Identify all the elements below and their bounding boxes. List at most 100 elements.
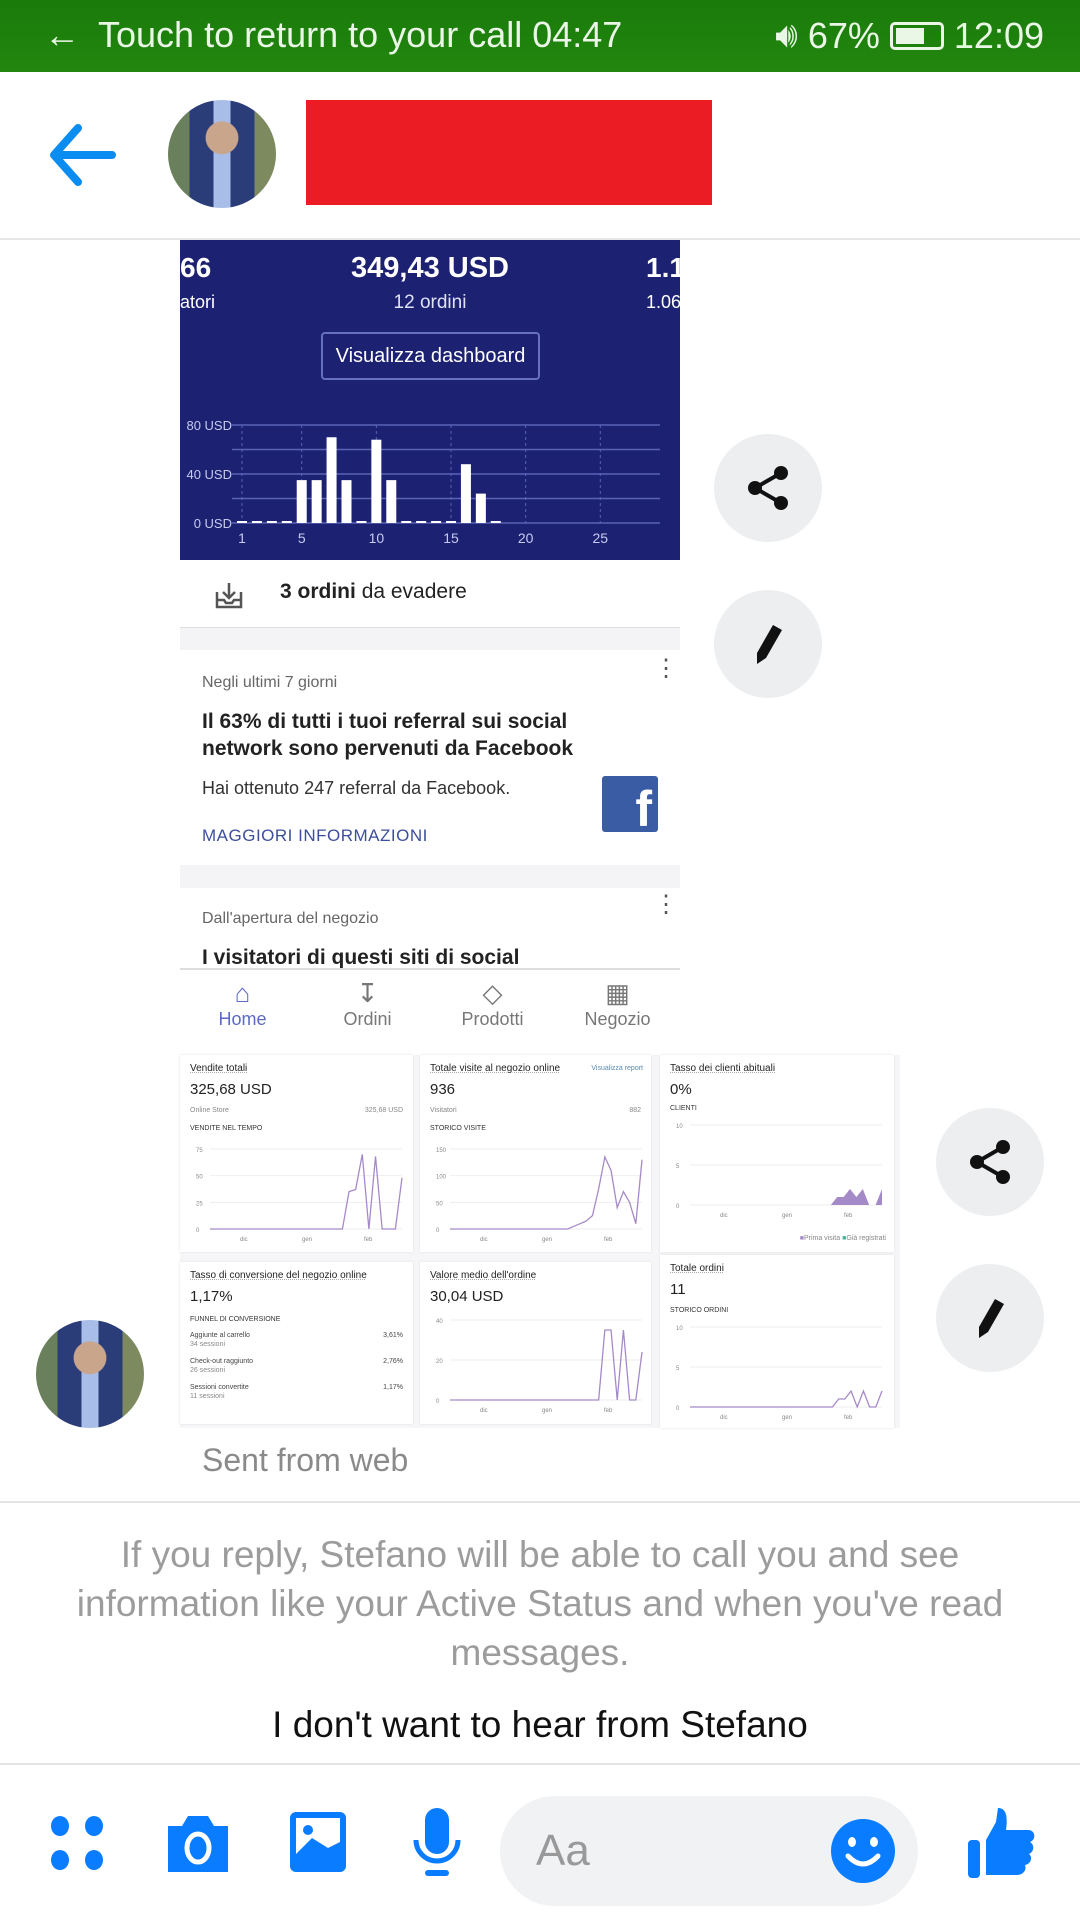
card-kicker: Dall'apertura del negozio [202, 910, 379, 927]
x-tick-label: feb [844, 1213, 853, 1219]
x-tick-label: feb [604, 1408, 613, 1414]
y-tick-label: 50 [436, 1201, 443, 1207]
x-tick-label: 25 [592, 530, 608, 546]
nav-products[interactable]: ◇ Prodotti [430, 970, 555, 1055]
pencil-icon [979, 1299, 1004, 1338]
bar [490, 521, 501, 523]
y-tick-label: 50 [196, 1175, 203, 1181]
back-arrow-icon[interactable] [48, 122, 118, 188]
edit-button[interactable] [936, 1264, 1044, 1372]
view-dashboard-button[interactable]: Visualizza dashboard [321, 332, 540, 380]
bar [251, 521, 262, 523]
total-sales-value: 349,43 USD [351, 252, 509, 284]
avg-order-chart: 0 20 40 dic gen feb [436, 1319, 643, 1414]
bar [401, 521, 412, 523]
funnel-step-label: Check-out raggiunto [190, 1358, 254, 1365]
referral-insight-card: Negli ultimi 7 giorni ⋮ Il 63% di tutti … [180, 650, 680, 865]
right-stat-label: 1.06 [646, 292, 680, 312]
funnel-step-sessions: 11 sessioni [190, 1393, 225, 1400]
share-icon [970, 1140, 1010, 1184]
inbox-download-icon [215, 583, 243, 609]
share-button[interactable] [714, 434, 822, 542]
pending-orders-label: da evadere [361, 580, 467, 603]
pending-orders-count: 3 ordini [280, 580, 356, 603]
bar [416, 521, 427, 523]
nav-orders[interactable]: ↧ Ordini [305, 970, 430, 1055]
y-tick-label: 25 [196, 1201, 203, 1207]
x-tick-label: dic [720, 1213, 728, 1219]
analytics-card-conversion: Tasso di conversione del negozio online 1… [180, 1262, 413, 1424]
return-to-call[interactable]: ← Touch to return to your call 04:47 [44, 14, 622, 56]
bar [281, 521, 292, 523]
funnel-step-percent: 1,17% [383, 1384, 403, 1391]
bar [356, 521, 367, 523]
share-button[interactable] [936, 1108, 1044, 1216]
x-tick-label: 1 [238, 530, 246, 546]
conversation-header [0, 72, 1080, 240]
emoji-icon[interactable] [830, 1818, 896, 1884]
funnel-step-sessions: 34 sessioni [190, 1341, 226, 1348]
y-tick-label: 0 [196, 1228, 200, 1234]
x-tick-label: dic [720, 1415, 728, 1421]
sent-from-label: Sent from web [202, 1442, 409, 1478]
left-stat-value: 66 [180, 252, 212, 283]
line-series [690, 1389, 883, 1409]
more-options-icon[interactable]: ⋮ [654, 655, 678, 682]
funnel-step-percent: 2,76% [383, 1358, 403, 1365]
left-stat-label: atori [180, 292, 216, 312]
right-stat-value: 1.1 [646, 252, 680, 283]
orders-count-label: 12 ordini [393, 292, 467, 313]
funnel-step-percent: 3,61% [383, 1332, 403, 1339]
card-title: Il 63% di tutti i tuoi referral sui soci… [202, 710, 574, 760]
block-contact-link[interactable]: I don't want to hear from Stefano [272, 1704, 808, 1745]
sender-avatar[interactable] [36, 1320, 144, 1428]
thumbs-up-icon[interactable] [966, 1806, 1036, 1880]
shared-screenshot-analytics[interactable]: Vendite totali 325,68 USD Online Store 325… [180, 1055, 900, 1428]
card-title: I visitatori di questi siti di social [202, 946, 520, 969]
pending-orders-row[interactable]: 3 ordini da evadere [180, 560, 680, 628]
y-tick-label: 150 [436, 1148, 447, 1154]
bar [237, 521, 247, 523]
facebook-logo-icon: f [602, 776, 658, 832]
shared-screenshot-store-app[interactable]: 66 atori 349,43 USD 12 ordini 1.1 1.06 V… [180, 240, 680, 1055]
bar [311, 480, 322, 523]
nav-store[interactable]: ▦ Negozio [555, 970, 680, 1055]
call-text: Touch to return to your call [98, 14, 523, 55]
bar [475, 493, 486, 523]
x-tick-label: feb [364, 1237, 373, 1243]
gallery-icon[interactable] [288, 1810, 348, 1876]
sales-summary-panel: 66 atori 349,43 USD 12 ordini 1.1 1.06 V… [180, 240, 680, 560]
microphone-icon[interactable] [412, 1806, 462, 1880]
x-tick-label: dic [480, 1408, 488, 1414]
y-tick-label: 75 [196, 1148, 203, 1154]
contact-name-redacted [306, 100, 712, 205]
contact-avatar[interactable] [168, 100, 276, 208]
message-input[interactable]: Aa [500, 1796, 918, 1906]
x-tick-label: 5 [298, 530, 306, 546]
camera-icon[interactable] [164, 1810, 232, 1876]
share-icon [748, 466, 788, 510]
y-tick-label: 20 [436, 1359, 443, 1365]
view-report-link[interactable]: Visualizza report [591, 1065, 643, 1072]
nav-home[interactable]: ⌂ Home [180, 970, 305, 1055]
y-tick-label: 0 [436, 1399, 440, 1405]
edit-button[interactable] [714, 590, 822, 698]
line-series [210, 1154, 403, 1230]
sales-over-time-chart: 0 25 50 75 dic gen feb [196, 1148, 403, 1243]
analytics-card-avg-order: Valore medio dell'ordine 30,04 USD 0 20 40 d… [420, 1262, 651, 1424]
status-bar[interactable]: ← Touch to return to your call 04:47 🔊︎ … [0, 0, 1080, 72]
analytics-card-visits: Totale visite al negozio online Visualizz… [420, 1055, 651, 1252]
x-tick-label: gen [782, 1415, 792, 1421]
reply-notice: If you reply, Stefano will be able to ca… [76, 1534, 1004, 1673]
y-tick-label: 40 USD [186, 467, 232, 482]
bar [341, 480, 352, 523]
x-tick-label: gen [542, 1237, 552, 1243]
bar [386, 480, 397, 523]
x-tick-label: dic [480, 1237, 488, 1243]
more-options-icon[interactable]: ⋮ [654, 891, 678, 918]
card-body: Hai ottenuto 247 referral da Facebook. [202, 778, 511, 798]
learn-more-link[interactable]: MAGGIORI INFORMAZIONI [202, 826, 428, 845]
more-apps-icon[interactable] [50, 1816, 106, 1872]
y-tick-label: 100 [436, 1175, 447, 1181]
